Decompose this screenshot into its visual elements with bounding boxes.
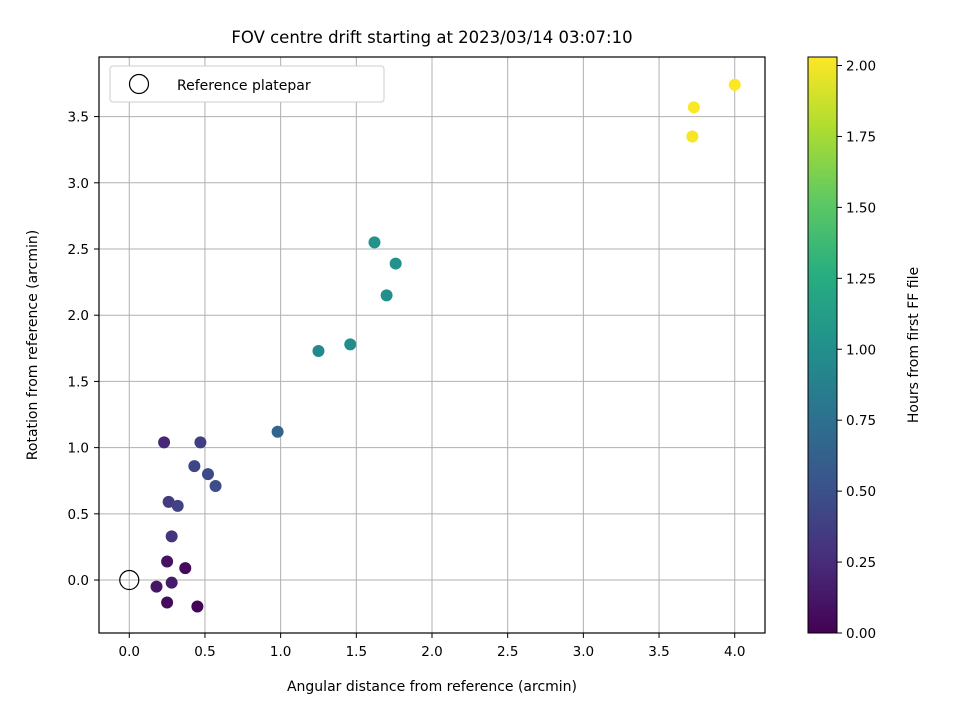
colorbar-label: Hours from first FF file <box>906 267 922 423</box>
x-tick-label: 1.5 <box>346 644 367 660</box>
y-tick-label: 0.5 <box>68 507 89 523</box>
y-tick-label: 3.5 <box>68 110 89 126</box>
colorbar: 0.00 0.25 0.50 0.75 1.00 1.25 1.50 1.75 2.00 Hou… <box>807 56 922 642</box>
data-point <box>165 576 178 589</box>
data-point <box>161 555 174 568</box>
colorbar-tick-label: 0.75 <box>846 413 876 429</box>
colorbar-tick-label: 0.25 <box>846 555 876 571</box>
x-tick-label: 3.5 <box>648 644 669 660</box>
grid-lines <box>99 57 765 633</box>
colorbar-gradient <box>807 56 838 634</box>
data-point <box>389 257 402 270</box>
colorbar-tick-label: 2.00 <box>846 59 876 75</box>
legend: Reference platepar <box>109 65 385 103</box>
data-point <box>171 499 184 512</box>
y-axis-label: Rotation from reference (arcmin) <box>25 230 41 460</box>
y-tick-label: 2.0 <box>68 308 89 324</box>
data-point <box>209 480 222 493</box>
data-point <box>188 460 201 473</box>
data-point <box>344 338 357 351</box>
x-tick-label: 2.0 <box>421 644 442 660</box>
colorbar-tick-label: 1.75 <box>846 129 876 145</box>
data-point <box>158 436 171 449</box>
legend-box <box>109 65 385 103</box>
chart-title: FOV centre drift starting at 2023/03/14 … <box>231 28 632 47</box>
data-point <box>194 436 207 449</box>
x-tick-label: 3.0 <box>573 644 594 660</box>
colorbar-tick-label: 0.50 <box>846 484 876 500</box>
data-points <box>150 78 741 613</box>
x-axis-ticks: 0.0 0.5 1.0 1.5 2.0 2.5 3.0 3.5 4.0 <box>119 633 745 660</box>
x-tick-label: 4.0 <box>724 644 745 660</box>
data-point <box>271 425 284 438</box>
data-point <box>312 344 325 357</box>
y-tick-label: 3.0 <box>68 176 89 192</box>
data-point <box>162 495 175 508</box>
colorbar-tick-label: 1.50 <box>846 200 876 216</box>
data-point <box>686 130 699 143</box>
y-tick-label: 1.5 <box>68 374 89 390</box>
x-tick-label: 0.0 <box>119 644 140 660</box>
reference-marker-layer <box>119 569 140 591</box>
data-point <box>368 236 381 249</box>
data-point <box>191 600 204 613</box>
data-point <box>380 289 393 302</box>
data-point <box>161 596 174 609</box>
data-point <box>179 562 192 575</box>
data-point <box>150 580 163 593</box>
data-point <box>687 101 700 114</box>
x-axis-label: Angular distance from reference (arcmin) <box>287 679 577 695</box>
x-tick-label: 2.5 <box>497 644 518 660</box>
data-point <box>728 78 741 91</box>
x-tick-label: 0.5 <box>194 644 215 660</box>
colorbar-ticks: 0.00 0.25 0.50 0.75 1.00 1.25 1.50 1.75 2.00 <box>837 59 876 642</box>
reference-platepar-marker <box>119 569 140 591</box>
y-tick-label: 1.0 <box>68 441 89 457</box>
colorbar-tick-label: 1.25 <box>846 271 876 287</box>
x-tick-label: 1.0 <box>270 644 291 660</box>
y-axis-ticks: 0.0 0.5 1.0 1.5 2.0 2.5 3.0 3.5 <box>68 110 99 589</box>
colorbar-tick-label: 1.00 <box>846 342 876 358</box>
data-point <box>201 468 214 481</box>
data-point <box>165 530 178 543</box>
y-tick-label: 2.5 <box>68 242 89 258</box>
legend-reference-marker <box>128 73 150 95</box>
colorbar-tick-label: 0.00 <box>846 626 876 642</box>
y-tick-label: 0.0 <box>68 573 89 589</box>
legend-label: Reference platepar <box>177 78 311 94</box>
